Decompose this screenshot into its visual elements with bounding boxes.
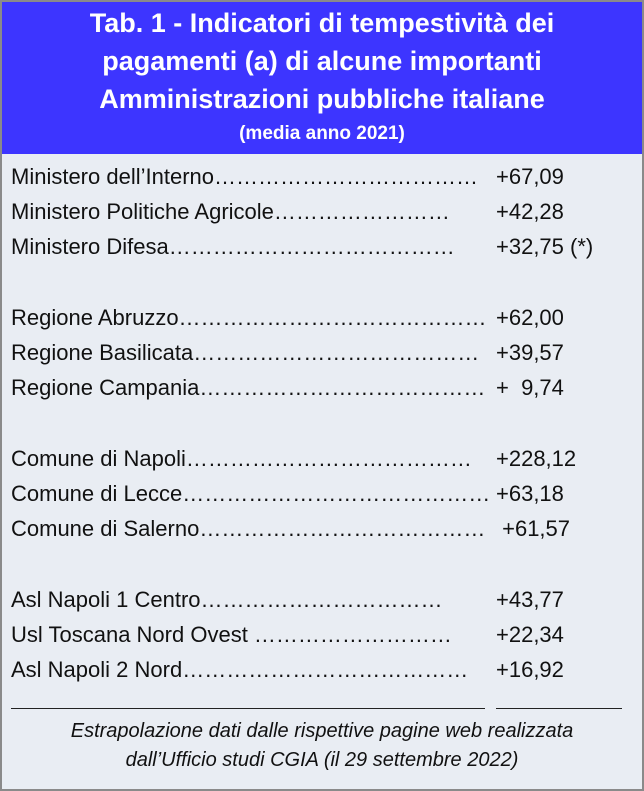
row-label: Usl Toscana Nord Ovest ……………………… xyxy=(11,622,452,647)
row-label: Comune di Napoli………………………………… xyxy=(11,446,472,471)
table-row: Asl Napoli 2 Nord………………………………… +16,92 xyxy=(2,652,642,686)
row-label: Comune di Salerno………………………………… xyxy=(11,516,486,541)
table-header: Tab. 1 - Indicatori di tempestività dei … xyxy=(2,2,642,154)
row-label: Regione Basilicata………………………………… xyxy=(11,340,480,365)
row-label: Asl Napoli 1 Centro…………………………… xyxy=(11,587,443,612)
row-value: + 9,74 xyxy=(496,375,564,400)
row-label: Ministero Politiche Agricole…………………… xyxy=(11,199,450,224)
row-label: Asl Napoli 2 Nord………………………………… xyxy=(11,657,469,682)
table-row: Asl Napoli 1 Centro…………………………… +43,77 xyxy=(2,582,642,616)
title-line-2: pagamenti (a) di alcune importanti xyxy=(102,46,542,76)
row-value: +62,00 xyxy=(496,305,564,330)
divider-line-left xyxy=(11,708,485,709)
table-row: Usl Toscana Nord Ovest ……………………… +22,34 xyxy=(2,617,642,651)
title-line-1: Tab. 1 - Indicatori di tempestività dei xyxy=(89,8,555,38)
row-value: +32,75 (*) xyxy=(496,234,594,259)
row-value: +43,77 xyxy=(496,587,564,612)
title-line-3: Amministrazioni pubbliche italiane xyxy=(99,84,545,114)
row-value: +39,57 xyxy=(496,340,564,365)
table-row: Comune di Napoli………………………………… +228,12 xyxy=(2,441,642,475)
source-note-line-1: Estrapolazione dati dalle rispettive pag… xyxy=(70,720,574,742)
table-row: Regione Campania………………………………… + 9,74 xyxy=(2,370,642,404)
table-row: Regione Abruzzo…………………………………… +62,00 xyxy=(2,300,642,334)
row-label: Ministero dell’Interno……………………………… xyxy=(11,164,478,189)
row-value: +61,57 xyxy=(496,516,571,541)
row-value: +42,28 xyxy=(496,199,564,224)
row-label: Comune di Lecce…………………………………… xyxy=(11,481,491,506)
table-row: Regione Basilicata………………………………… +39,57 xyxy=(2,335,642,369)
row-label: Regione Campania………………………………… xyxy=(11,375,486,400)
table-row: Ministero dell’Interno……………………………… +67,0… xyxy=(2,159,642,193)
table-row: Ministero Difesa………………………………… +32,75 (*) xyxy=(2,229,642,263)
table-row: Comune di Lecce…………………………………… +63,18 xyxy=(2,476,642,510)
divider-line-right xyxy=(496,708,622,709)
table-row: Comune di Salerno………………………………… +61,57 xyxy=(2,511,642,545)
row-value: +16,92 xyxy=(496,657,564,682)
row-value: +22,34 xyxy=(496,622,564,647)
row-label: Ministero Difesa………………………………… xyxy=(11,234,455,259)
row-value: +67,09 xyxy=(496,164,564,189)
row-label: Regione Abruzzo…………………………………… xyxy=(11,305,487,330)
source-note-line-2: dall’Ufficio studi CGIA (il 29 settembre… xyxy=(125,749,519,771)
subtitle: (media anno 2021) xyxy=(239,123,405,144)
table-row: Ministero Politiche Agricole…………………… +42… xyxy=(2,194,642,228)
row-value: +228,12 xyxy=(496,446,577,471)
row-value: +63,18 xyxy=(496,481,564,506)
